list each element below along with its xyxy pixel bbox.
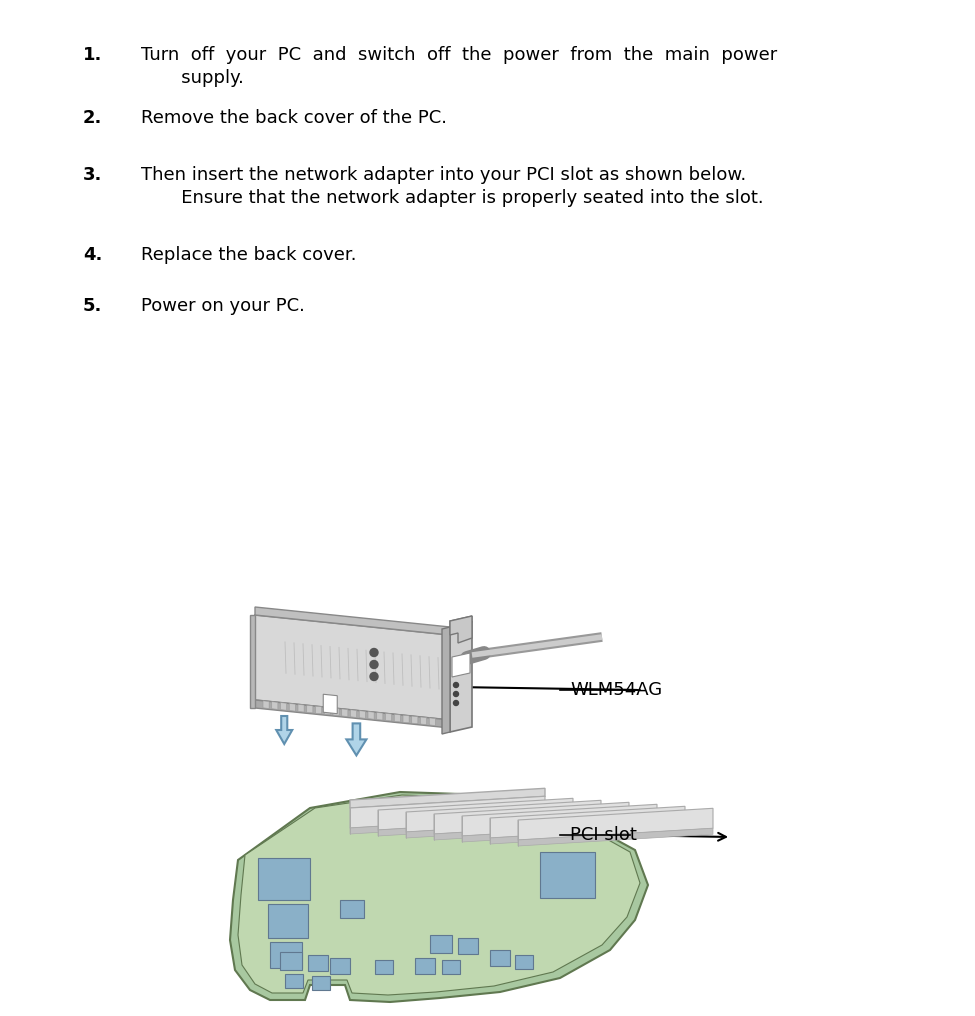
Text: Replace the back cover.: Replace the back cover. bbox=[141, 246, 357, 264]
Bar bbox=[312, 976, 330, 990]
Circle shape bbox=[370, 673, 378, 681]
Polygon shape bbox=[378, 799, 573, 830]
Polygon shape bbox=[450, 616, 472, 643]
Polygon shape bbox=[307, 705, 313, 713]
Polygon shape bbox=[411, 716, 418, 723]
Polygon shape bbox=[350, 797, 545, 828]
Polygon shape bbox=[434, 822, 629, 840]
Polygon shape bbox=[276, 716, 292, 744]
Polygon shape bbox=[368, 711, 374, 719]
Polygon shape bbox=[490, 826, 685, 844]
Bar bbox=[430, 935, 452, 953]
Circle shape bbox=[453, 692, 458, 697]
Circle shape bbox=[453, 700, 458, 705]
Text: Then insert the network adapter into your PCI slot as shown below.
       Ensure: Then insert the network adapter into you… bbox=[141, 166, 764, 207]
Polygon shape bbox=[255, 607, 450, 635]
Circle shape bbox=[370, 648, 378, 656]
Polygon shape bbox=[376, 712, 383, 720]
Text: WLM54AG: WLM54AG bbox=[570, 681, 662, 699]
Polygon shape bbox=[378, 818, 573, 836]
Bar bbox=[330, 958, 350, 974]
Bar bbox=[280, 952, 302, 970]
Text: 3.: 3. bbox=[83, 166, 102, 184]
Text: Remove the back cover of the PC.: Remove the back cover of the PC. bbox=[141, 109, 448, 127]
Bar bbox=[308, 955, 328, 971]
Polygon shape bbox=[518, 828, 713, 846]
Bar bbox=[490, 950, 510, 966]
Polygon shape bbox=[394, 714, 401, 722]
Polygon shape bbox=[403, 715, 409, 722]
Bar bbox=[285, 974, 303, 988]
Polygon shape bbox=[490, 807, 685, 838]
Bar bbox=[340, 900, 364, 918]
Polygon shape bbox=[281, 703, 287, 710]
Polygon shape bbox=[442, 627, 450, 734]
Bar bbox=[375, 960, 393, 974]
Polygon shape bbox=[325, 707, 331, 714]
Text: 1.: 1. bbox=[83, 46, 102, 64]
Polygon shape bbox=[342, 709, 348, 716]
Polygon shape bbox=[316, 706, 322, 714]
Bar bbox=[458, 938, 478, 954]
Bar bbox=[415, 958, 435, 974]
Bar bbox=[270, 942, 302, 968]
Text: Turn  off  your  PC  and  switch  off  the  power  from  the  main  power
      : Turn off your PC and switch off the powe… bbox=[141, 46, 778, 87]
Text: Power on your PC.: Power on your PC. bbox=[141, 297, 305, 315]
Polygon shape bbox=[518, 809, 713, 840]
Polygon shape bbox=[350, 816, 545, 834]
Bar bbox=[268, 904, 308, 938]
Polygon shape bbox=[272, 702, 278, 709]
Polygon shape bbox=[333, 708, 339, 715]
Polygon shape bbox=[324, 694, 337, 713]
Polygon shape bbox=[429, 718, 436, 725]
Circle shape bbox=[370, 660, 378, 669]
Polygon shape bbox=[346, 723, 367, 756]
Polygon shape bbox=[450, 616, 472, 627]
Polygon shape bbox=[406, 801, 601, 832]
Polygon shape bbox=[462, 824, 657, 842]
Polygon shape bbox=[450, 622, 472, 732]
Bar bbox=[258, 858, 310, 900]
Polygon shape bbox=[255, 700, 450, 728]
Polygon shape bbox=[462, 805, 657, 836]
Text: PCI slot: PCI slot bbox=[570, 826, 637, 844]
Polygon shape bbox=[263, 701, 269, 708]
Polygon shape bbox=[452, 653, 470, 677]
Polygon shape bbox=[290, 703, 295, 711]
Polygon shape bbox=[298, 704, 304, 712]
Bar bbox=[515, 955, 533, 969]
Bar bbox=[540, 852, 595, 898]
Polygon shape bbox=[434, 803, 629, 834]
Polygon shape bbox=[420, 717, 427, 724]
Polygon shape bbox=[350, 788, 545, 808]
Polygon shape bbox=[406, 820, 601, 838]
Text: 4.: 4. bbox=[83, 246, 102, 264]
Polygon shape bbox=[230, 792, 648, 1002]
Polygon shape bbox=[350, 710, 357, 717]
Polygon shape bbox=[255, 615, 450, 720]
Text: 5.: 5. bbox=[83, 297, 102, 315]
Polygon shape bbox=[238, 795, 640, 995]
Polygon shape bbox=[359, 711, 366, 718]
Polygon shape bbox=[385, 713, 392, 721]
Text: 2.: 2. bbox=[83, 109, 102, 127]
Polygon shape bbox=[250, 615, 255, 708]
Circle shape bbox=[453, 683, 458, 688]
Bar bbox=[442, 960, 460, 974]
